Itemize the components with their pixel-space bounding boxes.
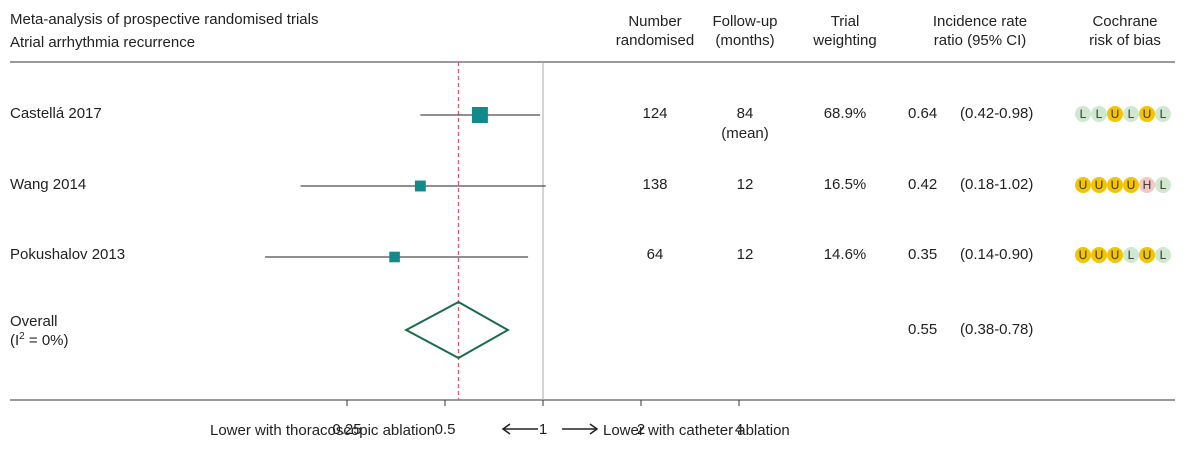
study-irr: 0.64 <box>908 105 938 122</box>
header-number-line1: Number <box>628 13 682 30</box>
risk-of-bias-dot: U <box>1139 106 1155 122</box>
risk-of-bias-dot: U <box>1075 177 1091 193</box>
risk-of-bias-dot: U <box>1091 247 1107 263</box>
risk-of-bias-dot: U <box>1107 247 1123 263</box>
study-weight: 16.5% <box>823 176 867 193</box>
chart-subtitle: Atrial arrhythmia recurrence <box>10 34 196 51</box>
study-irr: 0.42 <box>908 176 938 193</box>
overall-label: Overall <box>10 313 58 330</box>
arrow-left-head <box>501 423 511 435</box>
overall-i2: (I2 = 0%) <box>10 331 69 350</box>
chart-title: Meta-analysis of prospective randomised … <box>10 11 319 28</box>
overall-i2-suffix: = 0%) <box>24 332 69 349</box>
study-followup: 12 <box>736 176 754 193</box>
study-weight: 14.6% <box>823 246 867 263</box>
risk-of-bias-dot: L <box>1075 106 1091 122</box>
risk-of-bias-dot: U <box>1075 247 1091 263</box>
header-weight: Trial weighting <box>800 12 890 50</box>
point-estimate-marker <box>414 180 426 192</box>
study-randomised: 138 <box>642 176 668 193</box>
study-randomised: 124 <box>642 105 668 122</box>
study-irr: 0.35 <box>908 246 938 263</box>
header-irr-line2: ratio (95% CI) <box>933 32 1027 49</box>
risk-of-bias-dot: L <box>1155 177 1171 193</box>
header-weight-line2: weighting <box>813 32 877 49</box>
risk-of-bias-dot: U <box>1091 177 1107 193</box>
overall-ci: (0.38-0.78) <box>960 321 1034 338</box>
header-followup: Follow-up (months) <box>700 12 790 50</box>
header-number-line2: randomised <box>615 32 695 49</box>
direction-left-label: Lower with thoracoscopic ablation <box>210 422 436 439</box>
point-estimate-marker <box>389 251 400 263</box>
overall-diamond <box>404 300 510 360</box>
study-name: Wang 2014 <box>10 176 87 193</box>
x-tick-label: 4 <box>735 421 743 438</box>
study-randomised: 64 <box>646 246 664 263</box>
study-followup-note: (mean) <box>721 125 769 142</box>
header-bias-line2: risk of bias <box>1089 32 1161 49</box>
x-tick-label: 2 <box>637 421 645 438</box>
overall-i2-prefix: (I <box>10 332 20 349</box>
study-weight: 68.9% <box>823 105 867 122</box>
risk-of-bias-dot: L <box>1123 106 1139 122</box>
direction-right-label: Lower with catheter ablation <box>603 422 790 439</box>
study-followup: 84 <box>736 105 754 122</box>
risk-of-bias-dot: L <box>1155 247 1171 263</box>
x-tick-label: 0.5 <box>435 421 456 438</box>
study-name: Pokushalov 2013 <box>10 246 126 263</box>
point-estimate-marker <box>471 107 488 123</box>
header-irr-line1: Incidence rate <box>932 13 1028 30</box>
study-name: Castellá 2017 <box>10 105 102 122</box>
risk-of-bias-dot: L <box>1155 106 1171 122</box>
study-ci: (0.14-0.90) <box>960 246 1034 263</box>
x-tick-label: 0.25 <box>332 421 361 438</box>
study-followup: 12 <box>736 246 754 263</box>
header-irr: Incidence rate ratio (95% CI) <box>915 12 1045 50</box>
header-weight-line1: Trial <box>830 13 860 30</box>
risk-of-bias-dot: U <box>1139 247 1155 263</box>
x-tick-label: 1 <box>539 421 547 438</box>
risk-of-bias-dot: U <box>1123 177 1139 193</box>
risk-of-bias-dot: L <box>1091 106 1107 122</box>
header-bias-line1: Cochrane <box>1092 13 1158 30</box>
risk-of-bias-dot: L <box>1123 247 1139 263</box>
overall-i2-sup: 2 <box>19 331 25 342</box>
header-followup-line1: Follow-up <box>712 13 778 30</box>
risk-of-bias-dot: U <box>1107 177 1123 193</box>
arrow-right-head <box>589 423 599 435</box>
header-number: Number randomised <box>605 12 705 50</box>
risk-of-bias-dot: H <box>1139 177 1155 193</box>
header-bias: Cochrane risk of bias <box>1075 12 1175 50</box>
risk-of-bias-dot: U <box>1107 106 1123 122</box>
study-ci: (0.18-1.02) <box>960 176 1034 193</box>
study-ci: (0.42-0.98) <box>960 105 1034 122</box>
overall-irr: 0.55 <box>908 321 938 338</box>
header-followup-line2: (months) <box>715 32 775 49</box>
